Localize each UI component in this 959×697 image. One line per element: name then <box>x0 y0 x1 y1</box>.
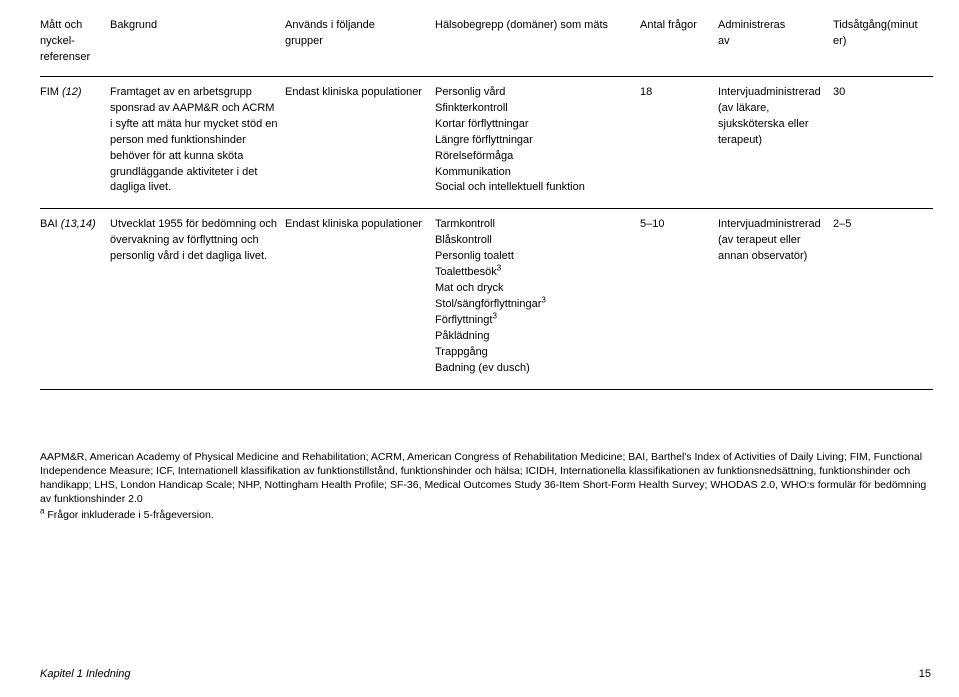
sup-3: 3 <box>541 295 545 304</box>
domain-line: Personlig vård <box>435 85 634 101</box>
cell-background: Utvecklat 1955 för bedöm­ning och överva… <box>110 209 285 389</box>
domain-line: Personlig toalett <box>435 249 634 265</box>
domain-line: Mat och dryck <box>435 281 634 297</box>
domain-line: Kommunikation <box>435 165 634 181</box>
domain-line: Rörelseförmåga <box>435 149 634 165</box>
sup-3: 3 <box>492 311 496 320</box>
cell-time: 2–5 <box>833 209 933 389</box>
cell-nq: 5–10 <box>640 209 718 389</box>
th-time-l2: er) <box>833 35 846 47</box>
measures-table: Mått och nyckel- referenser Bakgrund Anv… <box>40 18 933 390</box>
cell-groups: Endast kliniska popula­tioner <box>285 76 435 209</box>
table-row: FIM (12)Framtaget av en arbetsgrupp spon… <box>40 76 933 209</box>
footnote-a: a Frågor inkluderade i 5-frågeversion. <box>40 508 931 522</box>
sup-3: 3 <box>497 264 501 273</box>
th-measure-l2: nyckel- <box>40 35 75 47</box>
cell-measure: BAI (13,14) <box>40 209 110 389</box>
th-admin-l2: av <box>718 35 730 47</box>
footnotes: AAPM&R, American Academy of Physical Med… <box>40 450 931 523</box>
th-groups: Används i följande grupper <box>285 18 435 76</box>
domain-line: Toalettbesök3 <box>435 265 634 281</box>
domain-line: Förflyttningt3 <box>435 313 634 329</box>
domain-line: Blåskontroll <box>435 233 634 249</box>
domain-line: Trappgång <box>435 345 634 361</box>
th-time: Tidsåtgång(minut er) <box>833 18 933 76</box>
cell-domains: TarmkontrollBlåskontrollPersonlig toalet… <box>435 209 640 389</box>
th-groups-l2: grupper <box>285 35 323 47</box>
footnote-abbrev: AAPM&R, American Academy of Physical Med… <box>40 450 931 507</box>
cell-admin: Intervju­administrerad (av terapeut elle… <box>718 209 833 389</box>
footer-page-number: 15 <box>919 667 931 683</box>
footer-chapter: Kapitel 1 Inledning <box>40 667 131 683</box>
domain-line: Sfinkterkontroll <box>435 101 634 117</box>
cell-time: 30 <box>833 76 933 209</box>
th-groups-l1: Används i följande <box>285 19 375 31</box>
th-admin-l1: Administreras <box>718 19 785 31</box>
table-body: FIM (12)Framtaget av en arbetsgrupp spon… <box>40 76 933 389</box>
page-footer: Kapitel 1 Inledning 15 <box>40 667 931 683</box>
domain-line: Tarmkontroll <box>435 217 634 233</box>
cell-admin: Intervju­administrerad (av läkare, sjuks… <box>718 76 833 209</box>
measure-label: FIM <box>40 86 59 98</box>
domain-line: Kortar förflyttningar <box>435 117 634 133</box>
domain-line: Stol/sängförflyttningar3 <box>435 297 634 313</box>
th-admin: Administreras av <box>718 18 833 76</box>
th-background: Bakgrund <box>110 18 285 76</box>
measure-ref: (12) <box>62 86 82 98</box>
domain-line: Påklädning <box>435 329 634 345</box>
cell-measure: FIM (12) <box>40 76 110 209</box>
th-measure: Mått och nyckel- referenser <box>40 18 110 76</box>
measure-label: BAI <box>40 218 58 230</box>
table-row: BAI (13,14)Utvecklat 1955 för bedöm­ning… <box>40 209 933 389</box>
domain-line: Badning (ev dusch) <box>435 361 634 377</box>
cell-domains: Personlig vårdSfinkterkontrollKortar för… <box>435 76 640 209</box>
cell-groups: Endast kliniska popula­tioner <box>285 209 435 389</box>
table-header-row: Mått och nyckel- referenser Bakgrund Anv… <box>40 18 933 76</box>
th-domains: Hälsobegrepp (domäner) som mäts <box>435 18 640 76</box>
th-measure-l1: Mått och <box>40 19 82 31</box>
cell-background: Framtaget av en arbetsgrupp sponsrad av … <box>110 76 285 209</box>
th-measure-l3: referenser <box>40 51 90 63</box>
th-nq: Antal frågor <box>640 18 718 76</box>
footnote-a-text: Frågor inkluderade i 5-frågeversion. <box>44 509 213 521</box>
measure-ref: (13,14) <box>61 218 96 230</box>
cell-nq: 18 <box>640 76 718 209</box>
domain-line: Längre förflyttningar <box>435 133 634 149</box>
domain-line: Social och intellektuell funktion <box>435 180 634 196</box>
th-time-l1: Tidsåtgång(minut <box>833 19 918 31</box>
